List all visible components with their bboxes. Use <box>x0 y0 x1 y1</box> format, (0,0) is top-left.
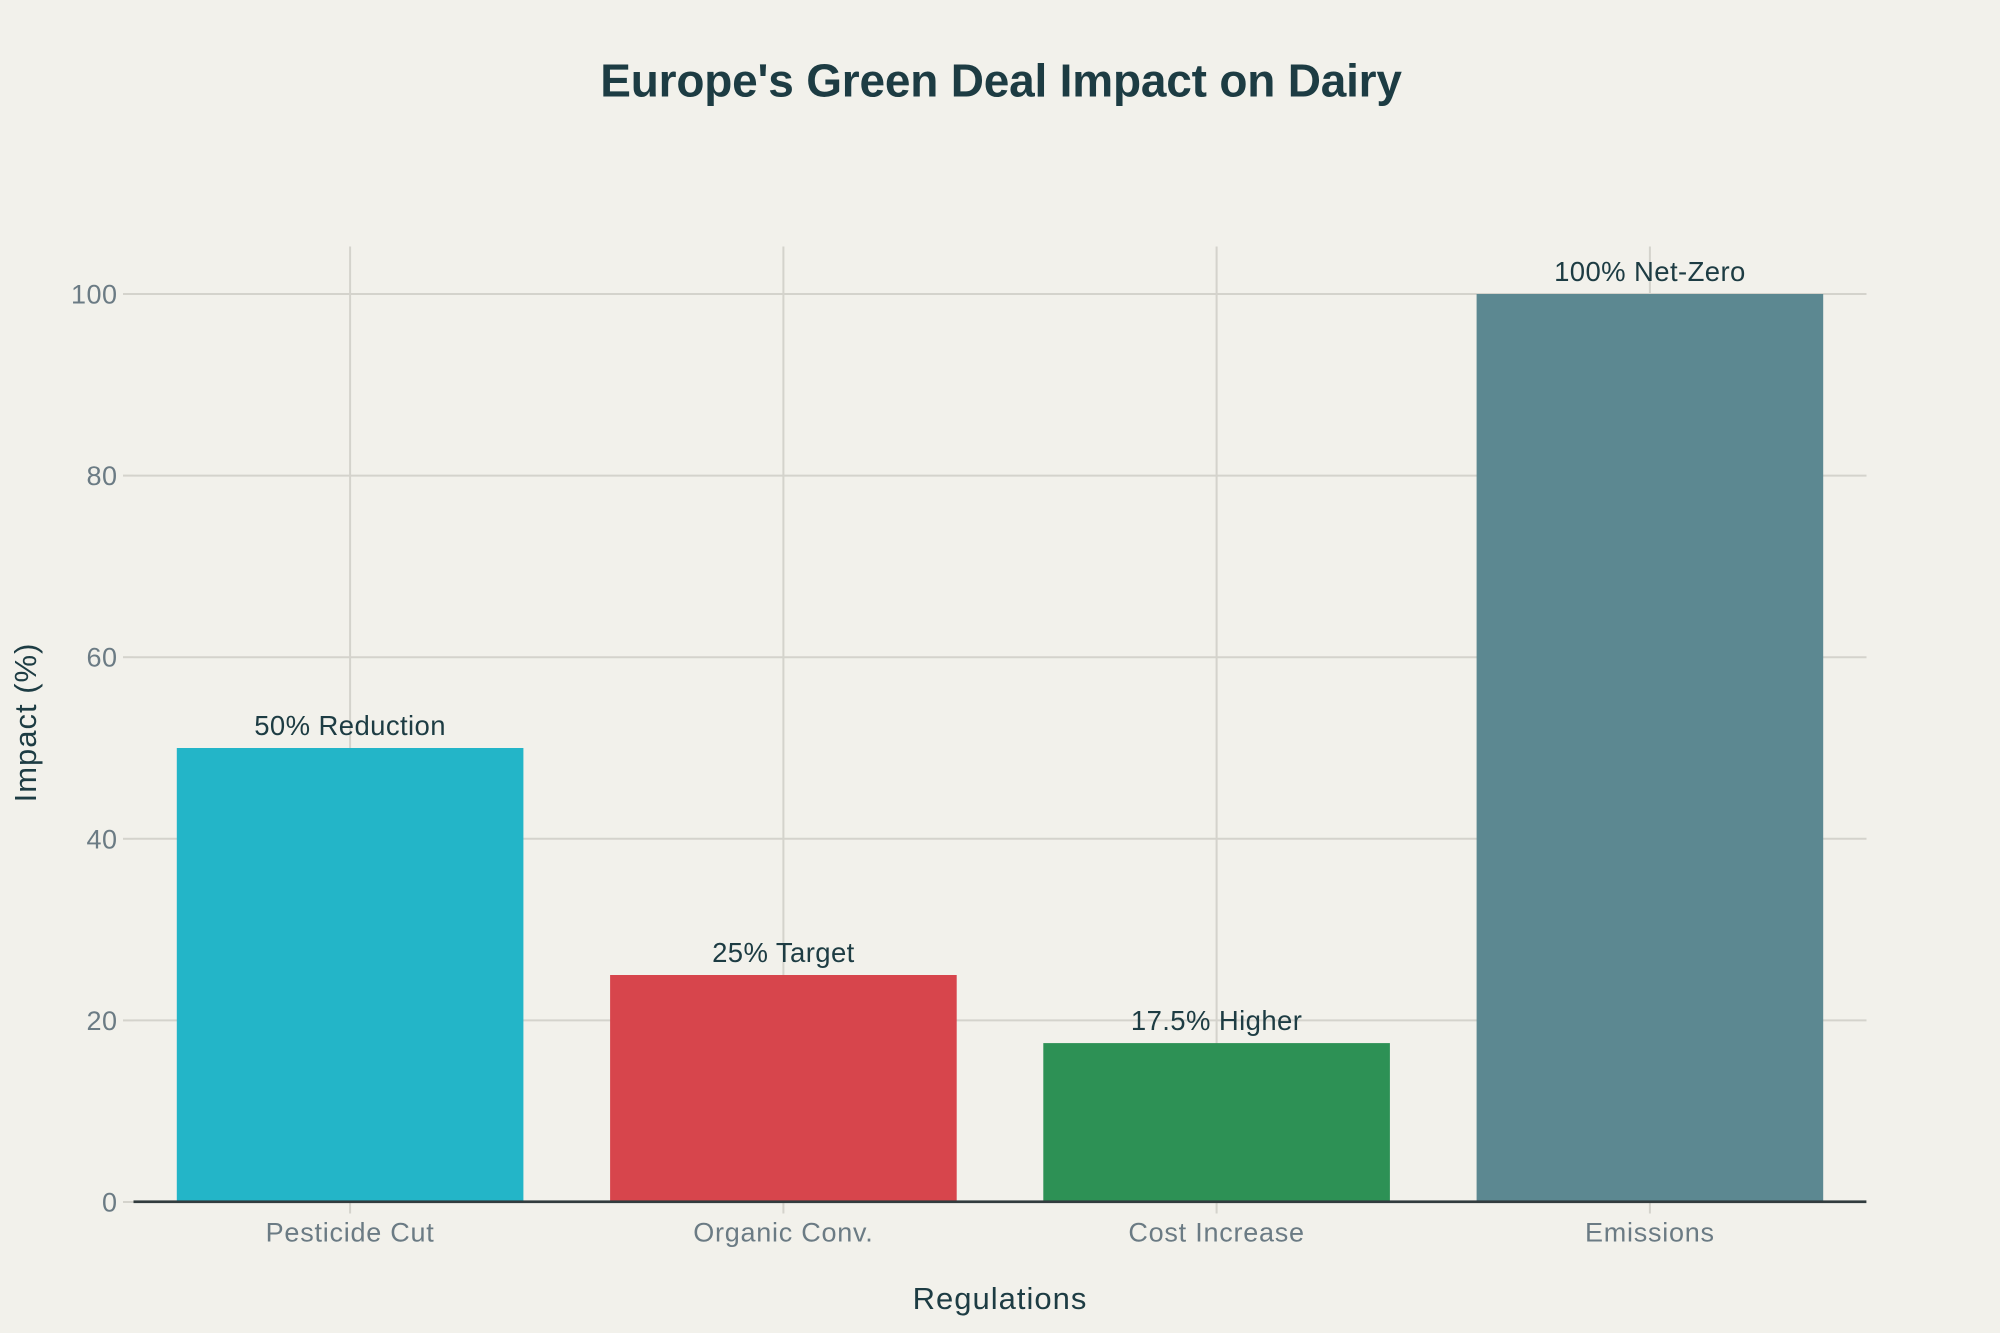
svg-text:Impact (%): Impact (%) <box>8 643 43 803</box>
svg-text:Organic Conv.: Organic Conv. <box>693 1218 873 1248</box>
svg-text:25% Target: 25% Target <box>712 937 855 968</box>
svg-text:Europe's Green Deal Impact on: Europe's Green Deal Impact on Dairy <box>600 55 1402 107</box>
svg-text:100% Net-Zero: 100% Net-Zero <box>1554 256 1746 287</box>
svg-text:20: 20 <box>86 1006 117 1036</box>
svg-text:40: 40 <box>86 824 117 854</box>
svg-text:100: 100 <box>71 280 118 310</box>
svg-text:Cost Increase: Cost Increase <box>1128 1218 1304 1248</box>
svg-text:50% Reduction: 50% Reduction <box>254 710 446 741</box>
svg-text:Emissions: Emissions <box>1585 1218 1715 1248</box>
svg-text:60: 60 <box>86 643 117 673</box>
svg-text:80: 80 <box>86 461 117 491</box>
svg-text:Pesticide Cut: Pesticide Cut <box>266 1218 435 1248</box>
svg-text:17.5% Higher: 17.5% Higher <box>1131 1005 1302 1036</box>
svg-text:0: 0 <box>102 1188 118 1218</box>
svg-text:Regulations: Regulations <box>913 1281 1088 1316</box>
